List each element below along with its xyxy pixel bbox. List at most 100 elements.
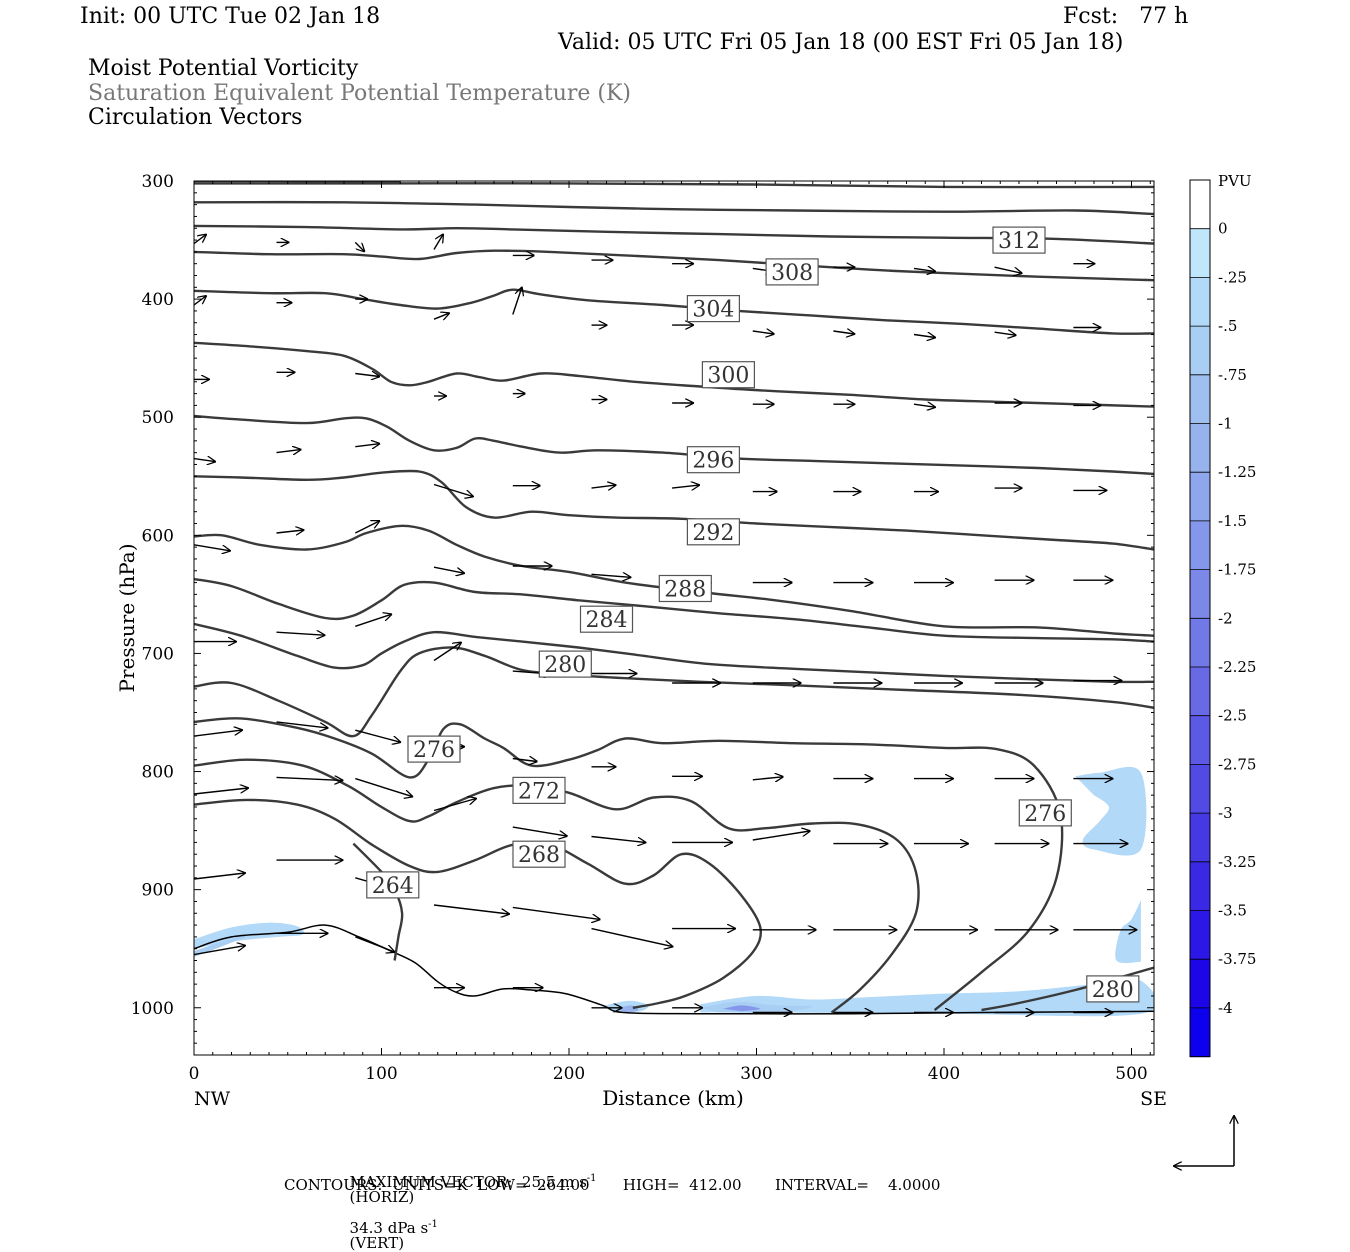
circulation-vector [194,544,230,551]
circulation-vector [591,835,646,843]
circulation-vector [833,331,854,334]
circulation-vector [276,450,301,453]
theta-es-contour-284 [194,622,1154,684]
colorbar-swatch [1190,959,1210,1009]
colorbar-label: -1.75 [1218,561,1256,579]
circulation-vector [512,288,522,315]
colorbar-label: -1.25 [1218,463,1256,481]
y-tick-label: 1000 [131,999,174,1019]
circulation-vector [194,730,242,737]
reference-vector-icon [1174,1116,1234,1166]
circulation-vector [512,906,600,919]
colorbar-swatch [1190,472,1210,522]
theta-es-contour-324 [194,182,1154,189]
circulation-vector [355,936,394,952]
pv-colorbar: 0 -.25 -.5 -.75 -1 -1.25 -1.5 -1.75 -2 -2.25 -2.5 -… [1189,179,1256,1058]
colorbar-swatch [1190,228,1210,278]
field-title-theta-es: Saturation Equivalent Potential Temperat… [88,81,631,106]
colorbar-swatch [1190,910,1210,960]
circulation-vector [433,643,461,662]
circulation-vector [355,444,379,447]
circulation-vector [433,566,464,573]
x-end-label-se: SE [1140,1088,1167,1110]
y-tick-label: 800 [142,763,174,783]
theta-es-contour-312 [194,249,1154,282]
pv-shading-region [1115,900,1141,964]
colorbar-swatch [1190,180,1210,230]
contour-label-box [512,840,566,868]
contour-label: 272 [518,779,560,804]
circulation-vector [194,296,206,306]
circulation-vector [276,632,325,635]
terrain-line [194,924,1154,1015]
circulation-vector [276,777,343,780]
field-title-pv: Moist Potential Vorticity [88,56,359,81]
circulation-vector [433,313,449,319]
theta-es-contour-276 [194,717,1064,1012]
colorbar-label: -3 [1218,804,1233,822]
max-vector-vert-label: (VERT) [349,1234,405,1252]
circulation-vector [355,614,391,627]
theta-es-contour-308 [194,288,1154,335]
circulation-vector [591,485,616,488]
colorbar-label: -2 [1218,609,1233,627]
circulation-vector [752,331,774,334]
colorbar-swatch [1190,1007,1210,1058]
theta-es-contour-304 [194,341,1154,408]
circulation-vector [194,946,245,956]
contour-label-box [686,295,741,323]
colorbar-label: -2.75 [1218,755,1256,773]
contour-label-box [538,650,592,678]
pv-shading-region [722,1005,761,1012]
contour-label: 280 [1092,978,1134,1003]
colorbar-label: -2.25 [1218,658,1256,676]
contour-label-layer: 3123083043002962922882842802762762722682… [366,226,1140,1003]
circulation-vector [194,873,245,880]
colorbar-label: -3.25 [1218,853,1256,871]
circulation-vector [994,332,1016,335]
contour-label-box [686,518,741,546]
contour-label-box [407,735,461,763]
max-vector-line: MAXIMUM VECTOR: 25.5 m s-1 (HORIZ) 34.3 … [340,1159,597,1251]
circulation-vector [752,831,810,841]
circulation-vector [591,574,631,577]
colorbar-swatch [1190,423,1210,473]
axes-layer: 300 400 500 600 700 800 900 1000 0 100 200 300 400 50… [131,172,1154,1084]
colorbar-swatch [1190,715,1210,765]
contour-label-box [366,871,420,899]
y-tick-label: 600 [142,526,174,546]
x-axis-title: Distance (km) [602,1086,744,1110]
y-axis-title: Pressure (hPa) [115,544,139,693]
contour-label-box [579,605,634,633]
x-tick-label: 100 [365,1064,397,1084]
x-tick-label: 500 [1115,1064,1147,1084]
circulation-vector [354,521,379,534]
circulation-vector [355,777,412,797]
y-tick-label: 400 [142,290,174,310]
x-tick-label: 400 [928,1064,960,1084]
init-time: Init: 00 UTC Tue 02 Jan 18 [80,4,381,29]
x-end-label-nw: NW [194,1088,231,1110]
y-tick-label: 900 [142,881,174,901]
colorbar-title: PVU [1218,172,1252,190]
contour-label: 308 [771,261,813,286]
circulation-vector [433,483,473,497]
colorbar-label: -4 [1218,999,1233,1017]
theta-es-contour-320 [194,200,1154,216]
contour-label-box [1086,975,1140,1003]
pv-shading-region [194,934,251,957]
circulation-vector [354,241,364,251]
pv-shading-region [700,978,1154,1017]
theta-es-contour-300 [194,414,1154,476]
contour-label-box [701,361,756,389]
theta-es-contour-272 [194,758,920,1014]
colorbar-label: 0 [1218,220,1228,238]
colorbar-label: -.75 [1218,366,1247,384]
contour-label-box [765,258,819,286]
circulation-vector [433,904,509,914]
circulation-vector [194,235,206,245]
contour-label-box [658,574,712,603]
colorbar-swatch [1190,277,1210,327]
colorbar-label: -2.5 [1218,707,1247,725]
contour-label: 312 [998,229,1040,254]
